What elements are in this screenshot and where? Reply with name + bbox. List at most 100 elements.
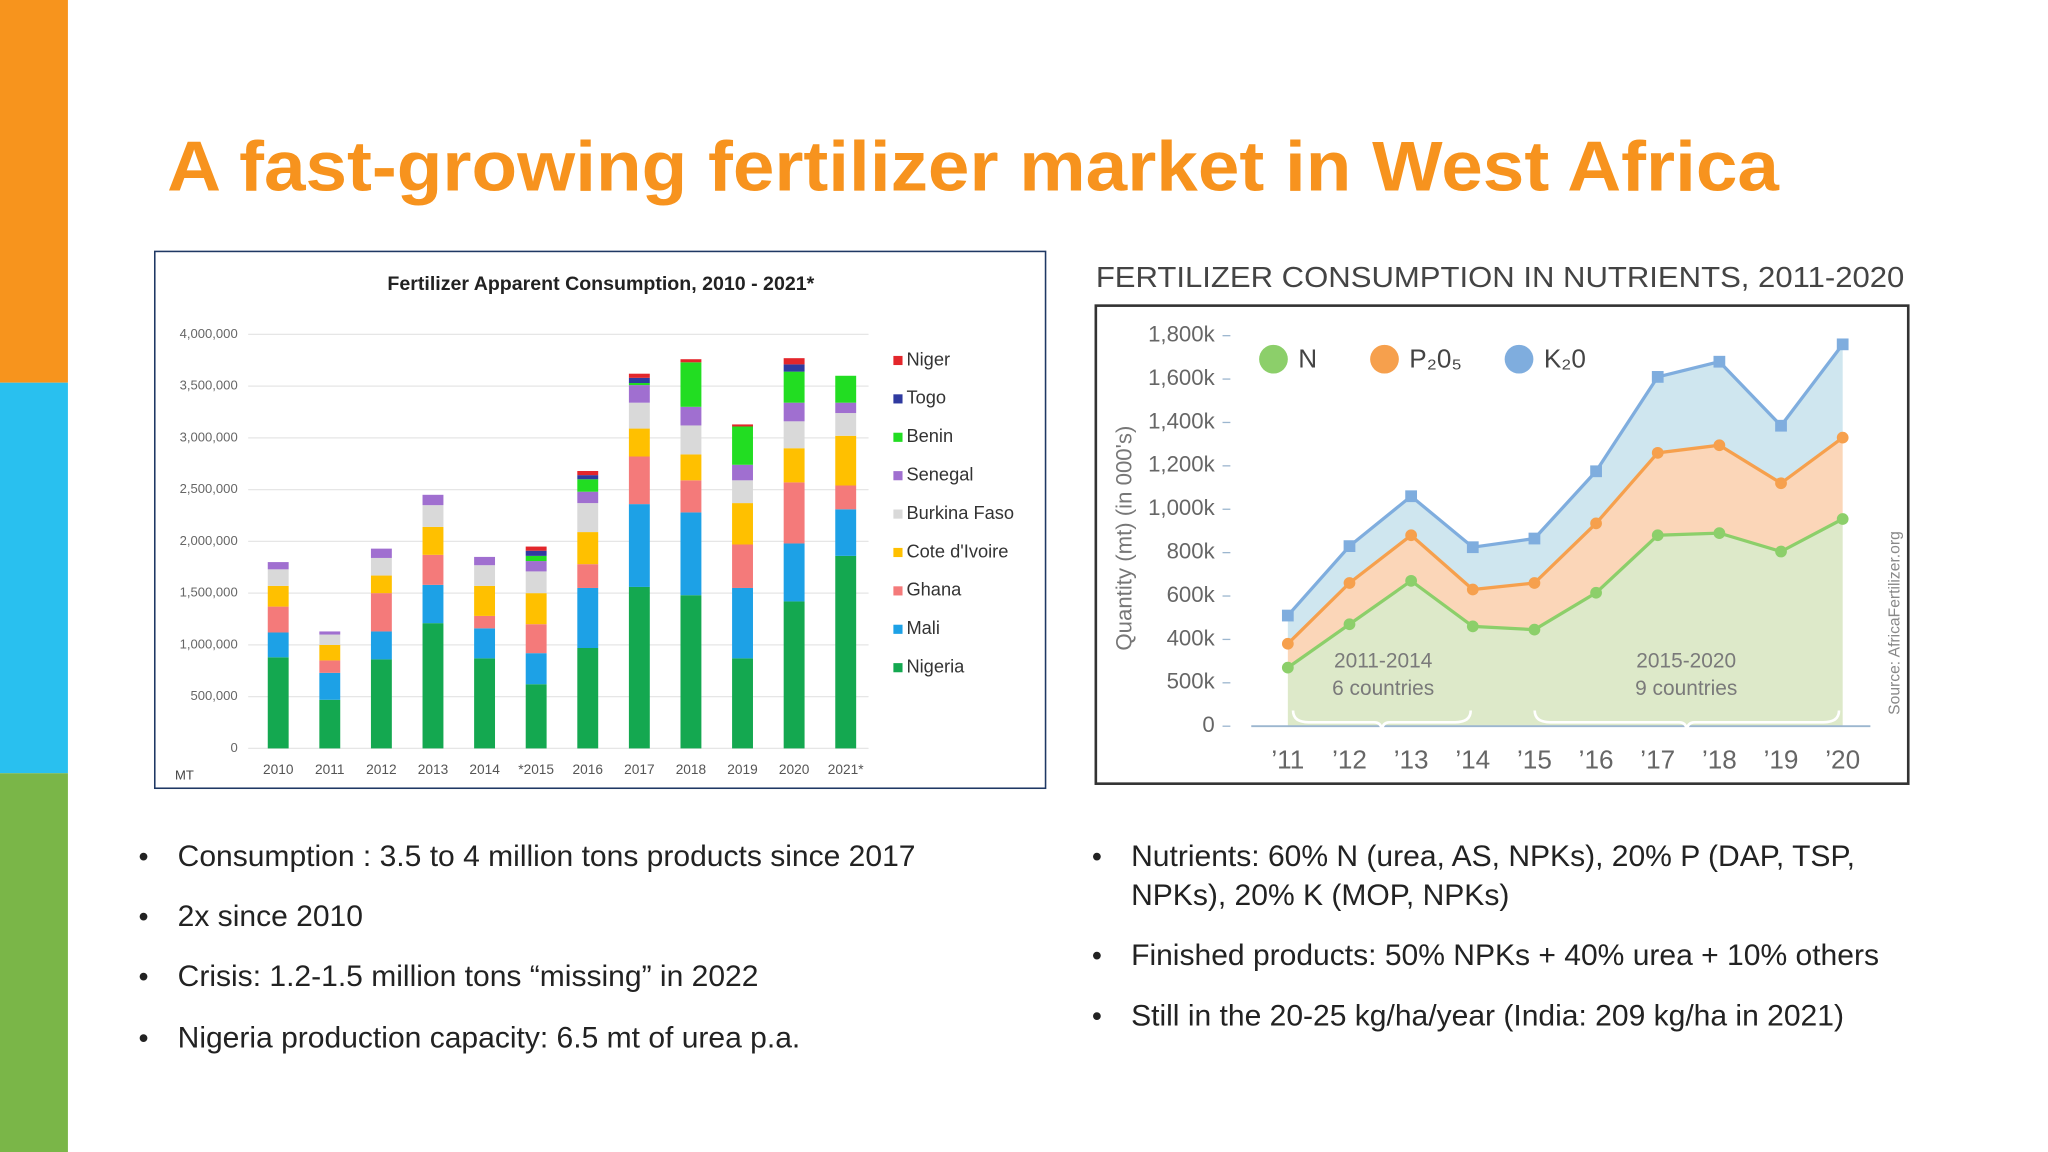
area-fill [1287,437,1843,668]
point-marker [1836,431,1849,444]
bar-segment [732,503,753,545]
point-marker [1651,446,1664,459]
point-marker [1281,661,1294,674]
legend-label: Nigeria [906,656,965,677]
point-marker [1528,532,1541,545]
bar-segment [680,454,702,481]
bar-segment [525,624,547,654]
bullet-dot: • [138,1023,148,1055]
bar-segment [577,587,599,649]
bullet-text: NPKs), 20% K (MOP, NPKs) [1131,879,1509,912]
bar-segment [783,543,805,602]
bar-segment [267,632,289,658]
bar-segment [577,491,599,504]
y-tick-label: 800k [1167,538,1216,563]
bar-segment [577,503,599,533]
bar-segment [628,383,650,386]
point-marker [1466,583,1479,596]
x-tick-label: ’14 [1455,744,1490,774]
legend-swatch [893,586,903,596]
bar-segment [732,587,753,659]
series-line [1286,436,1844,645]
x-tick-label: ’15 [1517,744,1552,774]
stripe-green [0,773,68,1152]
x-tick-label: ’17 [1640,744,1675,774]
y-axis-label: Quantity (mt) (in 000's) [1112,426,1137,651]
bullet-dot: • [1092,1000,1102,1032]
bar-segment [783,421,805,449]
legend-label: Senegal [906,464,973,485]
bullet-text: Consumption : 3.5 to 4 million tons prod… [178,840,916,873]
annotation: 2011-2014 [1334,650,1432,673]
bar-segment [319,660,341,673]
x-tick-label: 2020 [779,762,810,777]
point-marker [1590,465,1602,478]
point-marker [1343,618,1356,631]
bar-segment [422,505,444,527]
bar-segment [577,475,599,480]
bullet-text: Nigeria production capacity: 6.5 mt of u… [178,1022,801,1055]
bar-segment [835,413,857,436]
bar-segment [474,585,496,616]
bar-segment [732,424,753,427]
point-marker [1836,338,1849,351]
x-tick-label: 2013 [418,762,449,777]
bar-segment [525,653,547,685]
annotation-brace [1533,710,1841,732]
bar-segment [680,595,702,749]
bar-segment [319,699,341,749]
x-tick-label: ’16 [1579,744,1614,774]
legend-swatch [893,509,903,519]
bar-segment [319,631,341,635]
bar-segment [835,402,857,414]
bar-segment [628,402,650,429]
bullet-text: Still in the 20-25 kg/ha/year (India: 20… [1131,999,1844,1032]
bar-segment [422,623,444,749]
y-tick-label: 1,400k [1148,408,1216,433]
bar-segment [732,464,753,481]
legend-label: K₂0 [1544,343,1586,373]
y-tick-label: 500,000 [191,688,238,703]
bar-segment [835,509,857,556]
point-marker [1528,577,1541,589]
x-tick-label: *2015 [518,762,554,777]
bar-segment [835,555,857,749]
bar-segment [577,471,599,476]
legend-label: Mali [906,617,940,638]
legend-swatch [893,432,903,442]
annotation: 2015-2020 [1636,650,1736,673]
x-tick-label: ’18 [1702,744,1737,774]
y-tick-label: 1,000k [1148,495,1216,520]
chart-title: FERTILIZER CONSUMPTION IN NUTRIENTS, 201… [1096,262,1904,294]
bar-segment [370,593,392,632]
legend-swatch [893,394,903,404]
bullet-text: Nutrients: 60% N (urea, AS, NPKs), 20% P… [1131,840,1855,873]
legend-label: P₂0₅ [1409,343,1462,373]
point-marker [1651,371,1664,383]
stripe-orange [0,0,68,383]
x-tick-label: 2019 [727,762,757,777]
bullet-dot: • [138,901,148,933]
chart-title: Fertilizer Apparent Consumption, 2010 - … [387,273,814,295]
legend-label: Togo [906,387,946,408]
bar-segment [319,634,341,645]
legend-label: Ghana [906,579,962,600]
point-marker [1405,574,1418,587]
bullet-dot: • [138,961,148,993]
legend-label: Benin [906,425,953,446]
x-tick-label: 2021* [828,762,864,777]
bar-segment [267,569,289,586]
bar-segment [835,485,857,510]
point-marker [1590,586,1602,599]
point-marker [1281,609,1294,622]
bar-segment [474,565,496,586]
point-marker [1466,541,1479,554]
bar-segment [783,482,805,544]
bar-segment [267,606,289,633]
bar-segment [680,480,702,513]
bar-segment [267,657,289,749]
bar-segment [525,684,547,749]
bullet-text: Crisis: 1.2-1.5 million tons “missing” i… [178,960,759,993]
point-marker [1713,439,1726,452]
series-line [1286,517,1844,669]
